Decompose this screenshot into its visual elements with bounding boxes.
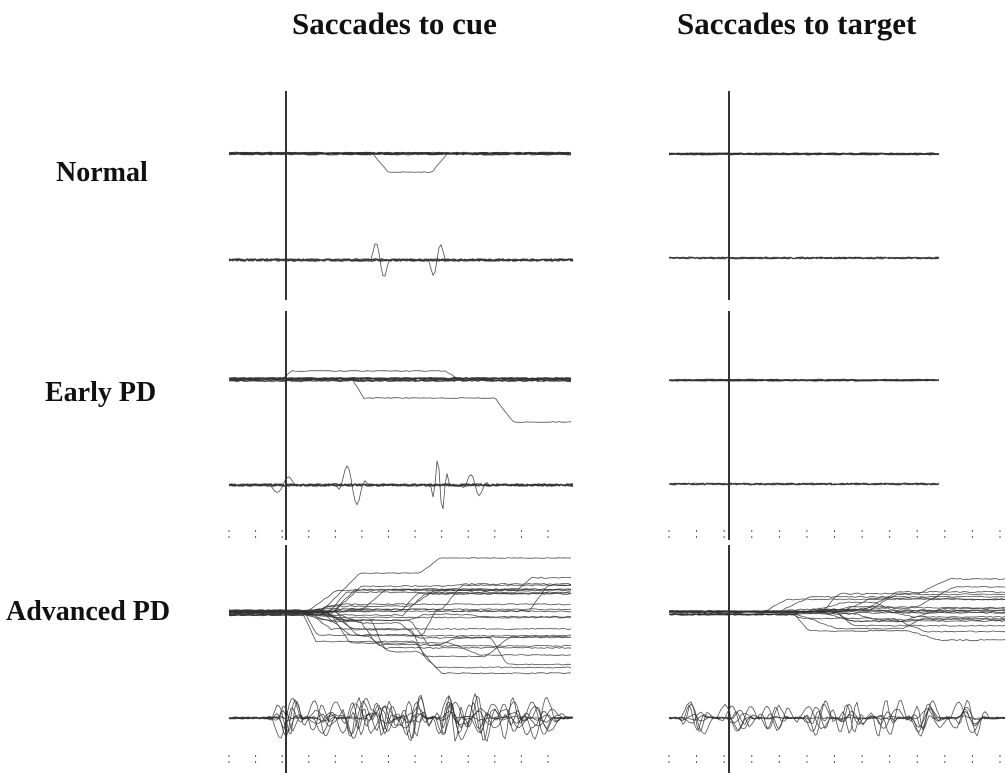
- row-label-advanced-pd: Advanced PD: [6, 596, 171, 627]
- velocity-trace-normal-target: [668, 256, 940, 260]
- position-trace-advanced-pd-target: [668, 598, 1006, 615]
- position-trace-advanced-pd-cue: [228, 613, 572, 647]
- velocity-trace-early-pd-cue: [228, 483, 573, 488]
- column-title-cue: Saccades to cue: [292, 6, 497, 41]
- position-trace-advanced-pd-target: [668, 609, 1006, 613]
- position-trace-normal-cue: [228, 152, 572, 173]
- position-trace-advanced-pd-cue: [228, 614, 572, 619]
- position-trace-early-pd-cue: [228, 378, 572, 423]
- position-trace-advanced-pd-target: [668, 595, 1006, 613]
- velocity-trace-advanced-pd-cue: [228, 692, 574, 743]
- position-trace-early-pd-cue: [228, 370, 572, 380]
- velocity-trace-advanced-pd-target: [668, 703, 1006, 732]
- position-trace-advanced-pd-cue: [228, 589, 572, 613]
- velocity-trace-early-pd-target: [668, 482, 940, 486]
- position-trace-advanced-pd-cue: [228, 611, 572, 622]
- velocity-trace-early-pd-target: [668, 482, 940, 486]
- velocity-trace-advanced-pd-target: [668, 699, 1006, 737]
- velocity-trace-advanced-pd-cue: [228, 697, 573, 739]
- position-trace-advanced-pd-cue: [228, 610, 572, 666]
- position-trace-early-pd-target: [668, 379, 940, 382]
- velocity-trace-early-pd-cue: [228, 483, 574, 488]
- position-trace-advanced-pd-cue: [228, 576, 572, 613]
- velocity-trace-early-pd-cue: [228, 460, 573, 510]
- position-trace-early-pd-cue: [228, 379, 572, 382]
- velocity-trace-normal-target: [668, 256, 940, 260]
- position-trace-advanced-pd-target: [668, 578, 1006, 613]
- row-label-early-pd: Early PD: [45, 377, 157, 408]
- position-trace-advanced-pd-cue: [228, 591, 572, 613]
- position-trace-advanced-pd-target: [668, 613, 1006, 630]
- velocity-trace-advanced-pd-cue: [228, 701, 573, 735]
- position-trace-advanced-pd-cue: [228, 612, 572, 656]
- column-title-target: Saccades to target: [677, 6, 917, 41]
- row-label-normal: Normal: [56, 157, 148, 188]
- position-trace-normal-target: [668, 152, 940, 156]
- position-trace-early-pd-cue: [228, 377, 572, 380]
- position-trace-advanced-pd-cue: [228, 614, 572, 669]
- velocity-trace-normal-cue: [228, 243, 574, 277]
- position-trace-normal-cue: [228, 152, 572, 155]
- velocity-trace-advanced-pd-cue: [228, 695, 574, 741]
- position-trace-advanced-pd-cue: [228, 609, 572, 637]
